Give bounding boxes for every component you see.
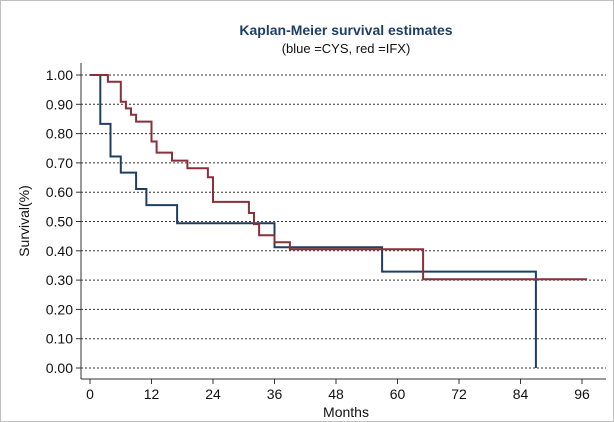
x-tick-label: 48	[328, 386, 344, 402]
x-tick-label: 96	[574, 386, 590, 402]
y-axis-label: Survival(%)	[16, 185, 32, 257]
y-tick-label: 0.10	[46, 331, 73, 347]
chart-title: Kaplan-Meier survival estimates	[239, 22, 452, 38]
series-layer	[90, 74, 588, 368]
y-tick-label: 0.80	[46, 126, 73, 142]
y-tick-label: 0.30	[46, 272, 73, 288]
y-tick-label: 0.50	[46, 214, 73, 230]
y-tick-label: 0.00	[46, 360, 73, 376]
x-tick-label: 60	[390, 386, 406, 402]
y-tick-label: 0.40	[46, 243, 73, 259]
x-tick-label: 72	[451, 386, 467, 402]
survival-curve-series-1	[90, 74, 588, 281]
chart-subtitle: (blue =CYS, red =IFX)	[282, 41, 411, 56]
x-tick-label: 0	[86, 386, 94, 402]
y-tick-label: 0.60	[46, 184, 73, 200]
x-tick-label: 12	[144, 386, 160, 402]
y-tick-label: 0.70	[46, 155, 73, 171]
x-tick-label: 24	[205, 386, 221, 402]
y-tick-label: 0.90	[46, 96, 73, 112]
survival-curve-series-0	[90, 74, 537, 368]
grid-layer	[81, 74, 606, 369]
x-tick-label: 84	[513, 386, 529, 402]
y-tick-label: 1.00	[46, 67, 73, 83]
axes-layer: 0.00 0.10 0.20 0.30 0.40 0.50 0.60 0.70 0.80 0.90…	[46, 63, 606, 402]
y-tick-label: 0.20	[46, 301, 73, 317]
x-axis-label: Months	[323, 404, 369, 420]
x-tick-label: 36	[267, 386, 283, 402]
